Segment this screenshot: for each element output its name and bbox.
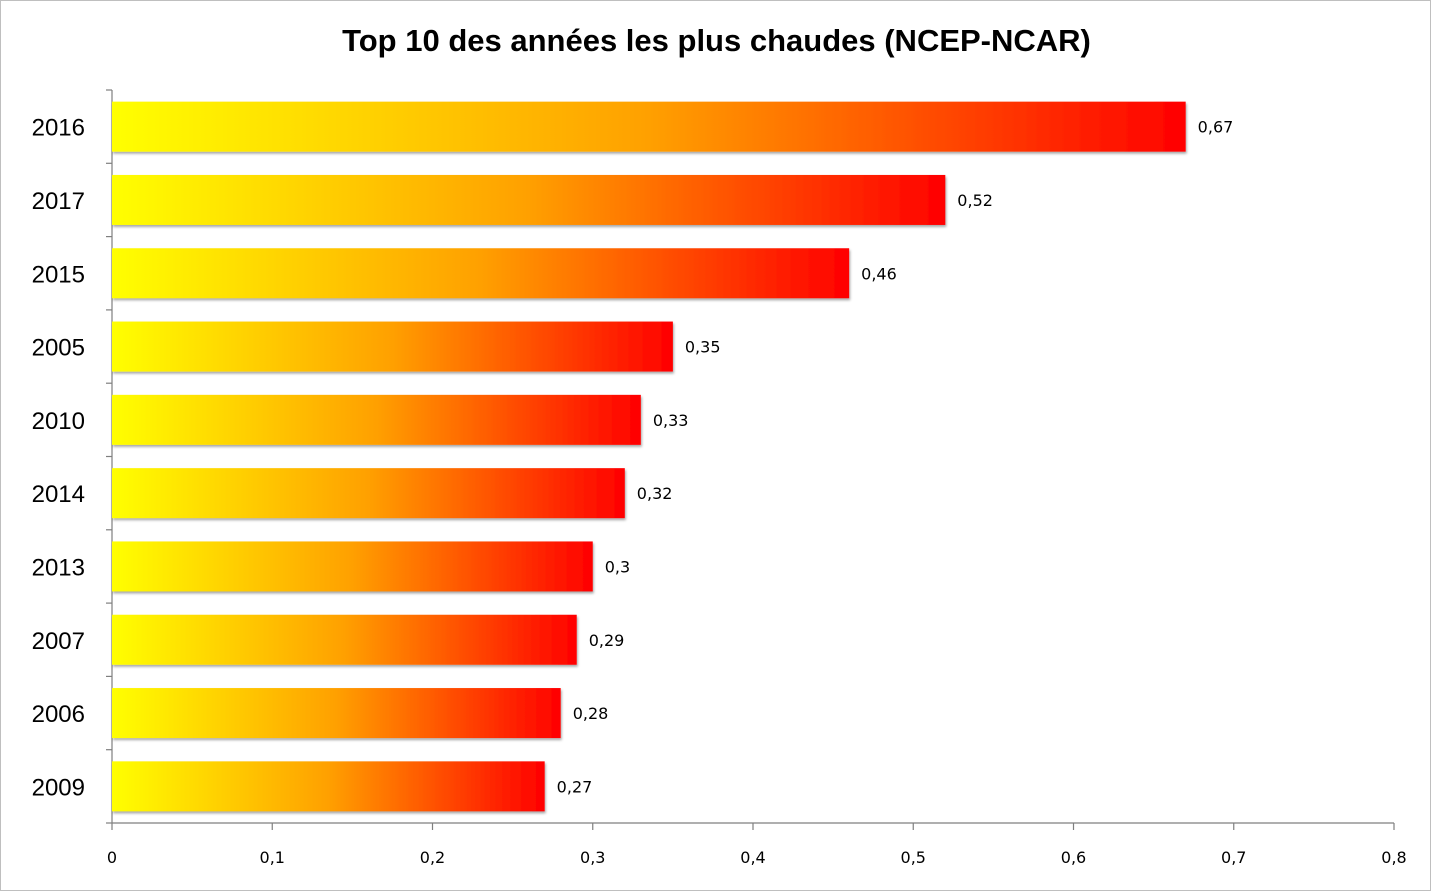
y-tick-label: 2017 xyxy=(32,188,85,215)
y-tick-label: 2016 xyxy=(32,115,85,142)
bar-2007 xyxy=(112,614,577,665)
x-tick-label: 0 xyxy=(107,848,117,867)
x-tick-label: 0,1 xyxy=(260,848,285,867)
x-tick-label: 0,2 xyxy=(420,848,445,867)
x-tick-label: 0,4 xyxy=(740,848,765,867)
y-tick-label: 2006 xyxy=(32,701,85,728)
axes: 0 0,1 0,2 0,3 0,4 0,5 0,6 0,7 0,8 xyxy=(106,89,1407,867)
y-tick-label: 2010 xyxy=(32,408,85,435)
chart-title: Top 10 des années les plus chaudes (NCEP… xyxy=(342,23,1091,58)
data-label: 0,67 xyxy=(1198,118,1234,137)
data-label: 0,29 xyxy=(589,631,625,650)
bar-2006 xyxy=(112,688,561,739)
x-tick-label: 0,6 xyxy=(1061,848,1086,867)
y-tick-label: 2005 xyxy=(32,335,85,362)
bar-2014 xyxy=(112,468,625,519)
bars xyxy=(112,101,1186,812)
x-tick-label: 0,5 xyxy=(901,848,926,867)
data-label: 0,33 xyxy=(653,411,689,430)
bar-2009 xyxy=(112,761,545,812)
bar-2016 xyxy=(112,101,1186,152)
y-tick-label: 2014 xyxy=(32,481,85,508)
data-label: 0,46 xyxy=(861,264,897,283)
data-label: 0,52 xyxy=(957,191,993,210)
data-label: 0,32 xyxy=(637,484,673,503)
data-label: 0,27 xyxy=(557,777,593,796)
bar-2010 xyxy=(112,394,641,445)
y-tick-label: 2013 xyxy=(32,554,85,581)
bar-2005 xyxy=(112,321,673,372)
bar-2015 xyxy=(112,248,850,299)
x-tick-label: 0,7 xyxy=(1221,848,1246,867)
bar-2013 xyxy=(112,541,593,592)
x-tick-label: 0,8 xyxy=(1381,848,1406,867)
data-label: 0,35 xyxy=(685,338,721,357)
data-label: 0,3 xyxy=(605,557,630,576)
y-tick-label: 2007 xyxy=(32,628,85,655)
x-tick-label: 0,3 xyxy=(580,848,605,867)
y-tick-label: 2015 xyxy=(32,261,85,288)
y-tick-label: 2009 xyxy=(32,774,85,801)
labels: 2016 0,67 2017 0,52 2015 0,46 2005 0,35 2010 0,33… xyxy=(32,115,1234,802)
data-label: 0,28 xyxy=(573,704,609,723)
bar-2017 xyxy=(112,174,946,225)
